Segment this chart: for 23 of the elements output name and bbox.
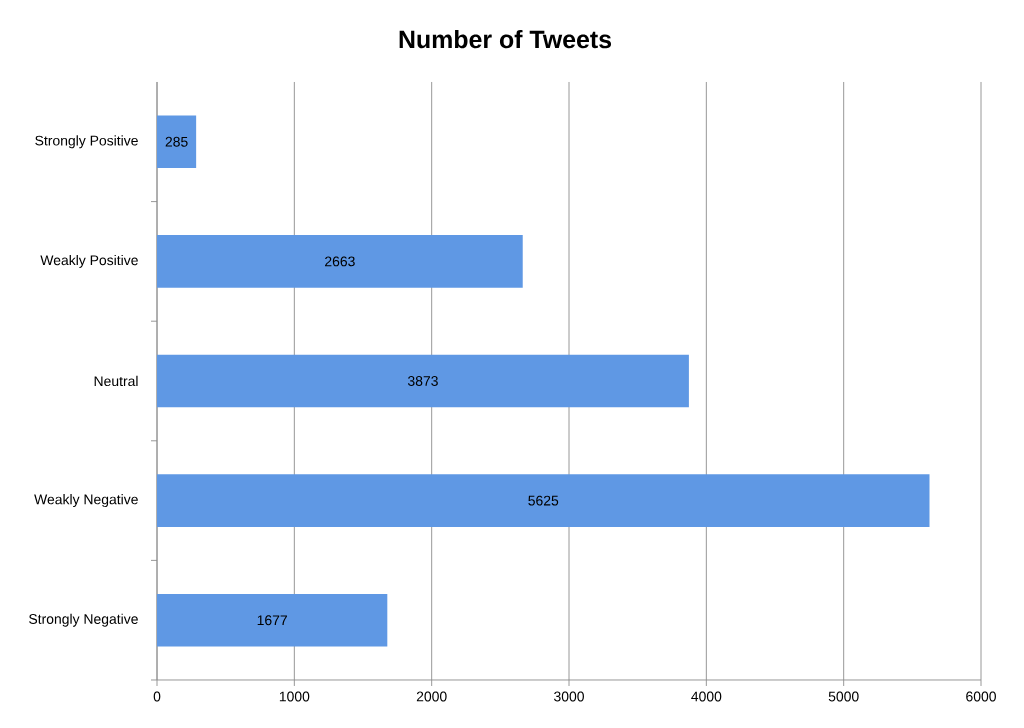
y-tick-label: Neutral <box>94 375 138 387</box>
y-tick-label: Strongly Negative <box>29 613 138 627</box>
x-tick-label: 6000 <box>966 691 996 702</box>
data-label: 3873 <box>407 376 438 386</box>
x-tick-label: 1000 <box>279 691 310 702</box>
x-tick-label: 0 <box>153 691 161 702</box>
y-tick-label: Weakly Positive <box>40 254 138 268</box>
data-label: 285 <box>165 136 188 147</box>
bar <box>157 593 388 647</box>
data-label: 5625 <box>528 495 559 506</box>
data-label: 2663 <box>325 256 355 267</box>
bar <box>157 235 523 288</box>
y-tick-label: Strongly Positive <box>35 135 138 149</box>
chart-title: Number of Tweets <box>399 29 612 49</box>
x-tick-label: 4000 <box>691 691 722 702</box>
y-tick-label: Weakly Negative <box>34 494 138 508</box>
data-label: 1677 <box>257 615 287 626</box>
bar <box>157 474 930 527</box>
x-tick-label: 3000 <box>554 691 584 702</box>
bar <box>157 115 197 169</box>
x-tick-label: 2000 <box>416 691 447 702</box>
bar <box>157 354 689 408</box>
x-tick-label: 5000 <box>828 691 859 702</box>
